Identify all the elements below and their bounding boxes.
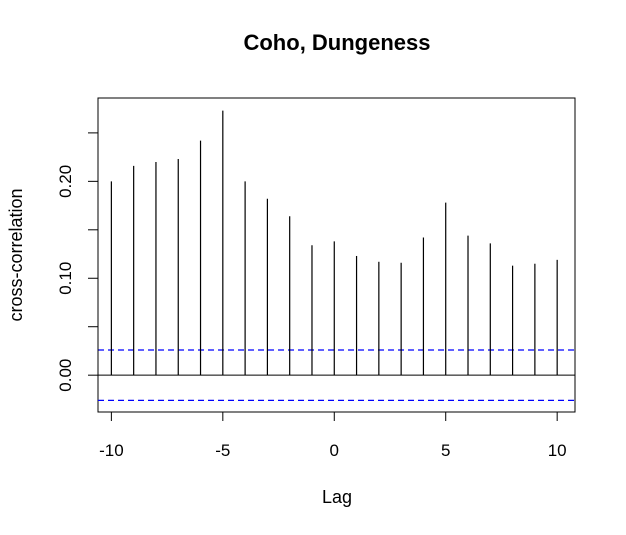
y-tick-label: 0.20 [56,165,75,198]
x-tick-label: -10 [99,441,124,460]
plot-layer [98,110,575,401]
chart-title: Coho, Dungeness [243,30,430,55]
y-axis-label: cross-correlation [6,188,26,321]
plot-frame [97,97,576,413]
y-tick-label: 0.10 [56,262,75,295]
x-axis: -10 -5 0 5 10 [99,411,567,460]
x-axis-label: Lag [322,487,352,507]
x-tick-label: 5 [441,441,450,460]
x-tick-label: 0 [330,441,339,460]
y-axis: 0.00 0.10 0.20 [56,132,99,392]
x-tick-label: -5 [215,441,230,460]
x-tick-label: 10 [548,441,567,460]
y-tick-label: 0.00 [56,359,75,392]
